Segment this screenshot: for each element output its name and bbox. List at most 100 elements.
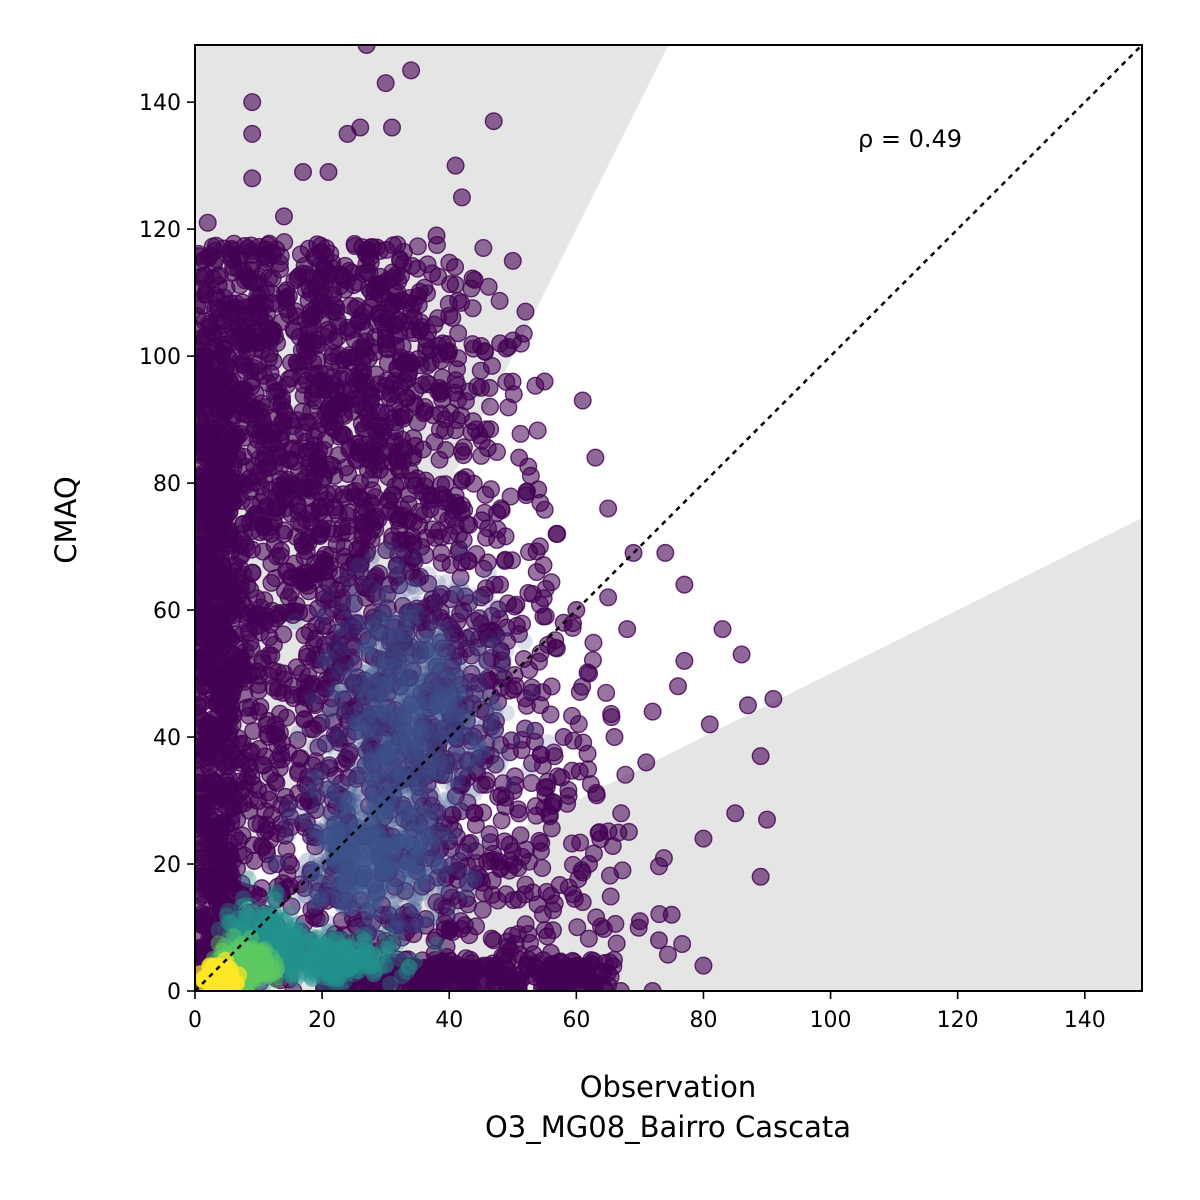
scatter-point bbox=[262, 524, 281, 543]
density-point bbox=[279, 826, 297, 844]
scatter-point bbox=[528, 421, 547, 440]
density-point bbox=[395, 613, 412, 631]
scatter-point bbox=[204, 812, 223, 831]
scatter-point bbox=[245, 617, 264, 636]
scatter-point bbox=[277, 708, 296, 727]
scatter-point bbox=[291, 472, 310, 491]
scatter-point bbox=[586, 448, 605, 467]
density-point bbox=[401, 692, 418, 709]
density-point bbox=[400, 884, 418, 901]
density-point bbox=[522, 683, 539, 701]
scatter-point bbox=[319, 162, 338, 181]
density-point bbox=[303, 688, 321, 705]
scatter-point bbox=[217, 772, 236, 791]
scatter-point bbox=[294, 162, 313, 181]
scatter-point bbox=[338, 124, 357, 143]
density-point bbox=[383, 853, 401, 871]
density-point bbox=[362, 859, 379, 876]
scatter-point bbox=[259, 349, 278, 368]
scatter-point bbox=[408, 237, 427, 256]
scatter-point bbox=[551, 965, 570, 984]
scatter-point bbox=[207, 671, 226, 690]
density-point bbox=[407, 581, 424, 599]
density-point bbox=[374, 646, 392, 663]
scatter-point bbox=[266, 569, 285, 588]
scatter-point bbox=[211, 512, 230, 531]
scatter-point bbox=[217, 385, 236, 404]
density-point bbox=[419, 566, 437, 583]
scatter-point bbox=[546, 631, 565, 650]
scatter-point bbox=[630, 912, 649, 931]
density-point bbox=[338, 568, 356, 586]
scatter-point bbox=[262, 423, 281, 442]
scatter-point bbox=[726, 804, 745, 823]
scatter-point bbox=[509, 858, 528, 877]
scatter-point bbox=[584, 633, 603, 652]
scatter-point bbox=[360, 297, 379, 316]
scatter-point bbox=[540, 805, 559, 824]
density-point bbox=[339, 882, 356, 900]
scatter-point bbox=[379, 467, 398, 486]
density-point bbox=[450, 844, 468, 862]
scatter-point bbox=[751, 747, 770, 766]
scatter-point bbox=[580, 664, 599, 683]
density-point bbox=[445, 789, 463, 807]
density-point bbox=[321, 637, 339, 654]
density-point bbox=[429, 595, 446, 613]
scatter-point bbox=[568, 918, 587, 937]
scatter-point bbox=[195, 766, 207, 785]
scatter-point bbox=[654, 849, 673, 868]
scatter-point bbox=[308, 235, 327, 254]
scatter-point bbox=[295, 710, 314, 729]
scatter-point bbox=[274, 207, 293, 226]
scatter-point bbox=[261, 830, 280, 849]
scatter-point bbox=[279, 588, 298, 607]
density-point bbox=[340, 861, 357, 879]
scatter-point bbox=[431, 404, 450, 423]
scatter-point bbox=[559, 878, 578, 897]
scatter-point bbox=[325, 296, 344, 315]
density-point bbox=[369, 890, 387, 907]
scatter-point bbox=[209, 690, 228, 709]
density-point bbox=[374, 685, 391, 702]
density-point bbox=[407, 646, 425, 663]
density-point bbox=[313, 837, 330, 854]
scatter-point bbox=[198, 365, 217, 384]
scatter-point bbox=[599, 499, 618, 518]
scatter-point bbox=[205, 442, 224, 461]
density-point bbox=[362, 668, 380, 686]
scatter-point bbox=[472, 378, 491, 397]
density-point bbox=[479, 606, 497, 624]
scatter-point bbox=[243, 124, 262, 143]
density-point bbox=[290, 724, 307, 742]
scatter-point bbox=[489, 852, 508, 871]
scatter-point bbox=[201, 423, 220, 442]
scatter-point bbox=[282, 368, 301, 387]
scatter-point bbox=[505, 597, 524, 616]
scatter-point bbox=[392, 266, 411, 285]
scatter-point bbox=[527, 563, 546, 582]
scatter-point bbox=[460, 926, 479, 945]
scatter-point bbox=[433, 334, 452, 353]
scatter-point bbox=[212, 564, 231, 583]
density-point bbox=[397, 830, 415, 848]
scatter-point bbox=[559, 781, 578, 800]
scatter-point bbox=[457, 468, 476, 487]
scatter-point bbox=[195, 628, 212, 647]
scatter-point bbox=[257, 497, 276, 516]
scatter-point bbox=[669, 677, 688, 696]
scatter-point bbox=[520, 543, 539, 562]
density-point bbox=[406, 784, 424, 801]
scatter-point bbox=[295, 256, 314, 275]
scatter-point bbox=[326, 498, 345, 517]
density-point bbox=[364, 546, 382, 564]
scatter-point bbox=[245, 457, 264, 476]
scatter-point bbox=[289, 762, 308, 781]
scatter-point bbox=[218, 625, 237, 644]
scatter-point bbox=[200, 315, 219, 334]
scatter-point bbox=[268, 395, 287, 414]
scatter-point bbox=[473, 900, 492, 919]
scatter-point bbox=[499, 398, 518, 417]
scatter-point bbox=[694, 956, 713, 975]
